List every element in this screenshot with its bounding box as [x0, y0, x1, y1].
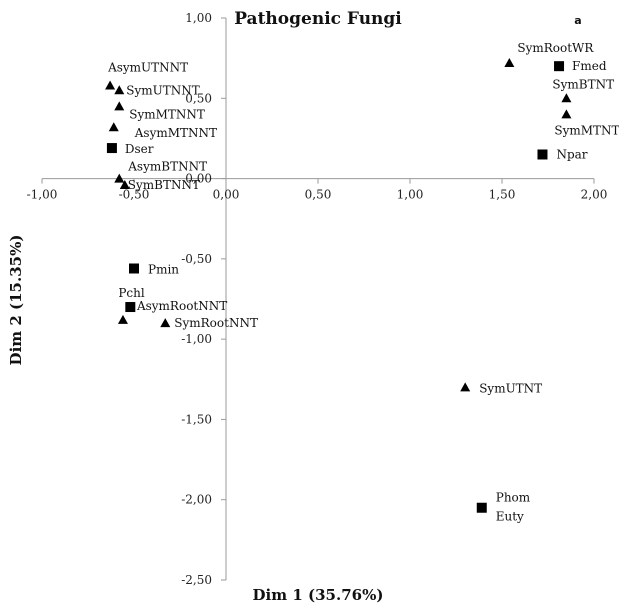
point-label: SymUTNNT: [126, 83, 200, 97]
triangle-marker: [160, 318, 171, 328]
point-label: AsymUTNNT: [107, 60, 188, 74]
y-tick-label: -1,50: [181, 412, 212, 426]
triangle-marker: [108, 122, 119, 132]
triangle-marker: [114, 173, 125, 183]
triangle-marker: [105, 80, 116, 90]
point-label: SymBTNNT: [128, 178, 200, 192]
triangle-marker: [561, 93, 572, 103]
triangle-marker: [504, 57, 515, 67]
axes: [41, 17, 595, 581]
point-labels: AsymUTNNT SymUTNNT SymMTNNT AsymMTNNT AsymBT…: [107, 41, 619, 524]
tick-labels: -1,00 -0,50 0,00 0,50 1,00 1,50 2,00 1,00 0,50 0,…: [27, 11, 608, 587]
triangle-marker: [119, 179, 130, 189]
y-tick-label: -0,50: [181, 252, 212, 266]
point-label: SymRootNNT: [174, 316, 258, 330]
square-marker: [125, 302, 136, 313]
square-marker: [129, 263, 139, 274]
y-axis-title: Dim 2 (15.35%): [7, 235, 25, 366]
data-points: [105, 57, 572, 513]
point-label: AsymBTNNT: [127, 160, 207, 174]
point-label: SymRootWR: [517, 41, 594, 55]
y-tick-label: -2,00: [181, 493, 212, 507]
square-marker: [106, 143, 117, 154]
triangle-marker: [117, 314, 128, 324]
y-tick-label: 1,00: [185, 11, 212, 25]
point-label: AsymMTNNT: [134, 126, 217, 140]
point-label: Euty: [496, 510, 524, 524]
x-axis-title: Dim 1 (35.76%): [253, 586, 384, 604]
point-label: Fmed: [572, 59, 607, 73]
panel-label: a: [574, 14, 581, 27]
x-tick-label: 2,00: [581, 188, 608, 202]
x-tick-label: 1,00: [397, 188, 424, 202]
point-label: Pmin: [148, 262, 179, 276]
point-label: Pchl: [118, 286, 145, 300]
y-tick-label: -1,00: [181, 332, 212, 346]
chart-title: Pathogenic Fungi: [234, 9, 402, 29]
triangle-marker: [561, 109, 572, 119]
square-marker: [537, 149, 548, 160]
x-tick-label: -0,50: [119, 188, 150, 202]
x-tick-label: 0,00: [213, 188, 240, 202]
point-label: Dser: [125, 142, 154, 156]
point-label: SymBTNT: [552, 77, 614, 91]
triangle-marker: [114, 85, 125, 95]
x-tick-label: -1,00: [27, 188, 58, 202]
triangle-marker: [114, 101, 125, 111]
point-label: SymUTNT: [479, 381, 542, 395]
x-tick-label: 0,50: [305, 188, 332, 202]
point-label: Phom: [496, 491, 531, 505]
y-tick-label: 0,50: [185, 91, 212, 105]
point-label: AsymRootNNT: [136, 299, 227, 313]
y-tick-label: -2,50: [181, 573, 212, 587]
y-tick-label: 0,00: [185, 172, 212, 186]
square-marker: [554, 61, 565, 72]
square-marker: [476, 502, 487, 513]
point-label: SymMTNNT: [129, 107, 205, 121]
x-tick-label: 1,50: [489, 188, 516, 202]
point-label: Npar: [556, 147, 587, 161]
triangle-marker: [460, 382, 471, 392]
point-label: SymMTNT: [554, 123, 619, 137]
